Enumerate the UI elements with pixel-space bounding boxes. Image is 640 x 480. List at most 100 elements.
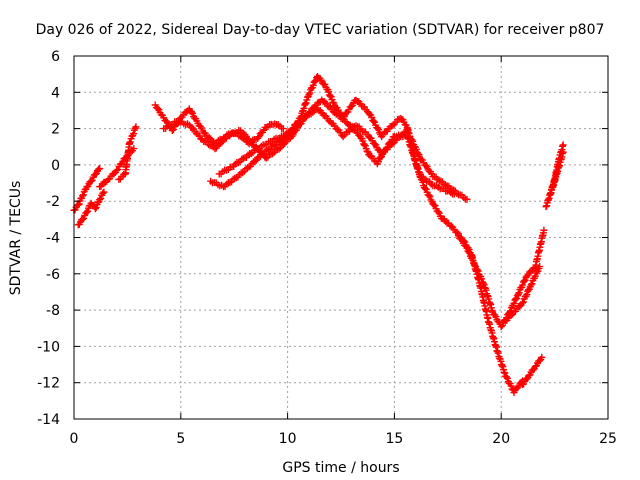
data-point bbox=[91, 170, 99, 178]
data-point bbox=[79, 215, 87, 223]
series-track-j bbox=[501, 263, 544, 325]
data-point bbox=[74, 201, 82, 209]
data-point bbox=[425, 191, 433, 199]
data-point bbox=[286, 128, 294, 136]
data-point bbox=[337, 115, 345, 123]
data-point bbox=[383, 143, 391, 151]
data-point bbox=[155, 106, 163, 114]
data-point bbox=[96, 196, 104, 204]
series-track-i bbox=[454, 226, 548, 331]
data-point bbox=[447, 222, 455, 230]
data-point bbox=[325, 88, 333, 96]
y-tick-label: -8 bbox=[46, 303, 60, 319]
data-point bbox=[430, 201, 438, 209]
data-point bbox=[374, 124, 382, 132]
data-point bbox=[371, 140, 379, 148]
data-point bbox=[100, 188, 108, 196]
series-track-d bbox=[115, 123, 140, 183]
data-point bbox=[238, 155, 246, 163]
x-tick-labels: 0 5 10 15 20 25 bbox=[70, 431, 617, 447]
data-point bbox=[205, 134, 213, 142]
data-point bbox=[126, 139, 134, 147]
data-point bbox=[97, 194, 105, 202]
y-tick-label: 0 bbox=[51, 158, 60, 174]
data-point bbox=[239, 169, 247, 177]
data-point bbox=[244, 151, 252, 159]
data-point bbox=[130, 130, 138, 138]
data-point bbox=[536, 357, 544, 365]
data-point bbox=[457, 235, 465, 243]
data-point bbox=[96, 165, 104, 173]
data-point bbox=[469, 257, 477, 265]
data-point bbox=[523, 272, 531, 280]
y-tick-label: -2 bbox=[46, 194, 60, 210]
data-point bbox=[79, 192, 87, 200]
data-point bbox=[261, 147, 269, 155]
data-point bbox=[208, 142, 216, 150]
data-point bbox=[91, 205, 99, 213]
data-point bbox=[247, 150, 255, 158]
x-tick-label: 15 bbox=[385, 431, 403, 447]
data-point bbox=[478, 275, 486, 283]
data-point bbox=[519, 281, 527, 289]
data-point bbox=[305, 91, 313, 99]
data-point bbox=[234, 159, 242, 167]
data-point bbox=[463, 195, 471, 203]
data-point bbox=[515, 289, 523, 297]
data-point bbox=[421, 185, 429, 193]
data-point bbox=[492, 313, 500, 321]
data-point bbox=[301, 100, 309, 108]
x-tick-label: 20 bbox=[492, 431, 510, 447]
data-point bbox=[359, 137, 367, 145]
y-tick-label: -10 bbox=[37, 339, 60, 355]
data-point bbox=[113, 166, 121, 174]
data-point bbox=[205, 141, 213, 149]
data-point bbox=[360, 141, 368, 149]
data-point bbox=[519, 299, 527, 307]
data-point bbox=[453, 228, 461, 236]
series-track-a bbox=[70, 165, 104, 214]
data-point bbox=[126, 138, 134, 146]
data-point bbox=[132, 123, 140, 131]
data-point bbox=[502, 373, 510, 381]
data-marks bbox=[70, 72, 567, 397]
data-point bbox=[531, 272, 539, 280]
data-point bbox=[540, 226, 548, 234]
y-tick-label: -6 bbox=[46, 267, 60, 283]
y-tick-label: 6 bbox=[51, 49, 60, 65]
data-point bbox=[342, 128, 350, 136]
data-point bbox=[292, 123, 300, 131]
y-tick-labels: -14 -12 -10 -8 -6 -4 -2 0 2 4 6 bbox=[37, 49, 60, 428]
data-point bbox=[265, 151, 273, 159]
data-point bbox=[491, 311, 499, 319]
data-point bbox=[305, 109, 313, 117]
data-point bbox=[458, 236, 466, 244]
series-track-b bbox=[74, 188, 108, 229]
data-point bbox=[331, 109, 339, 117]
data-point bbox=[264, 146, 272, 154]
y-tick-label: 4 bbox=[51, 85, 60, 101]
data-point bbox=[251, 158, 259, 166]
chart-title: Day 026 of 2022, Sidereal Day-to-day VTE… bbox=[36, 22, 605, 38]
x-tick-label: 5 bbox=[176, 431, 185, 447]
data-point bbox=[187, 108, 195, 116]
data-point bbox=[520, 277, 528, 285]
series-track-c bbox=[96, 145, 138, 191]
data-point bbox=[99, 189, 107, 197]
data-point bbox=[131, 124, 139, 132]
x-tick-label: 0 bbox=[70, 431, 79, 447]
data-point bbox=[426, 193, 434, 201]
data-point bbox=[374, 158, 382, 166]
data-point bbox=[311, 77, 319, 85]
data-point bbox=[375, 126, 383, 134]
data-point bbox=[321, 98, 329, 106]
data-point bbox=[226, 179, 234, 187]
y-tick-label: 2 bbox=[51, 122, 60, 138]
data-point bbox=[119, 158, 127, 166]
data-point bbox=[536, 263, 544, 271]
data-point bbox=[275, 145, 283, 153]
series-track-m bbox=[546, 141, 567, 198]
data-point bbox=[130, 145, 138, 153]
data-point bbox=[538, 353, 546, 361]
